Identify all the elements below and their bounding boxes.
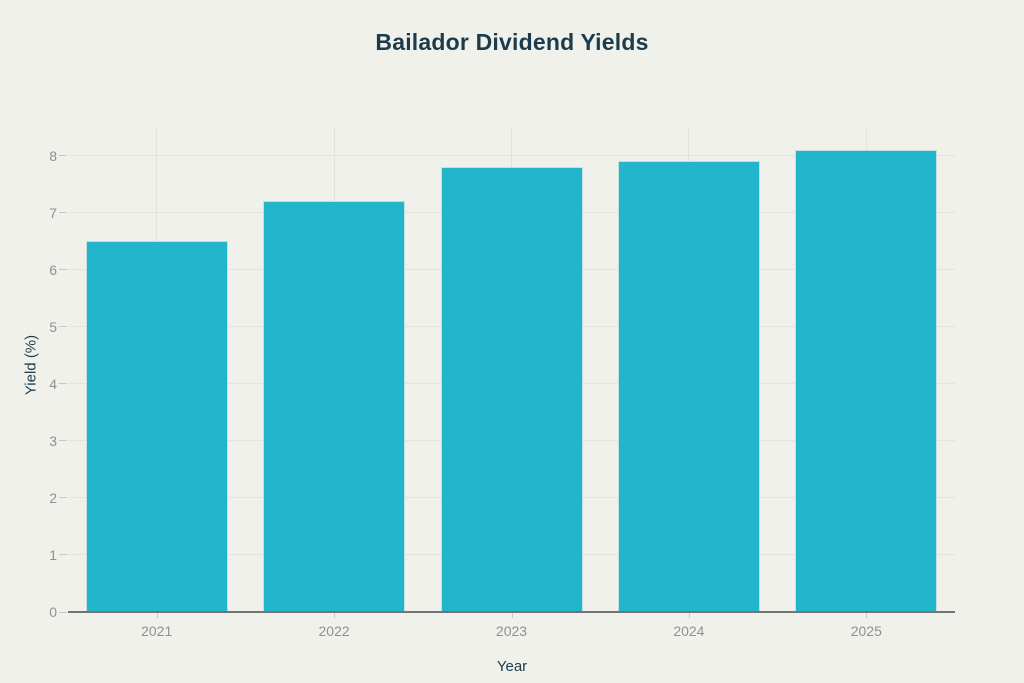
y-tick-mark-8 — [59, 155, 67, 157]
y-tick-label-3: 3 — [49, 432, 57, 449]
bar-2021 — [85, 241, 228, 612]
x-tick-mark-2024 — [688, 613, 690, 618]
x-tick-label-2021: 2021 — [141, 623, 173, 639]
y-axis-title: Yield (%) — [22, 334, 40, 396]
x-tick-label-2025: 2025 — [850, 623, 882, 639]
bar-2023 — [440, 166, 583, 612]
x-tick-mark-2023 — [511, 613, 513, 618]
y-tick-mark-7 — [59, 212, 67, 214]
y-tick-label-7: 7 — [49, 204, 57, 221]
y-tick-label-8: 8 — [49, 147, 57, 164]
bar-2024 — [617, 161, 760, 612]
y-tick-label-5: 5 — [49, 318, 57, 335]
y-tick-mark-2 — [59, 497, 67, 499]
chart-title: Bailador Dividend Yields — [375, 29, 649, 55]
y-tick-label-1: 1 — [49, 546, 57, 563]
y-tick-mark-3 — [59, 440, 67, 442]
bar-2025 — [795, 149, 938, 612]
x-axis-title: Year — [496, 658, 528, 675]
y-tick-label-6: 6 — [49, 261, 57, 278]
x-axis-line — [68, 611, 955, 613]
y-tick-mark-6 — [59, 269, 67, 271]
x-tick-mark-2022 — [334, 613, 336, 618]
x-tick-label-2024: 2024 — [673, 623, 705, 639]
x-tick-label-2023: 2023 — [495, 623, 528, 639]
y-tick-label-0: 0 — [49, 604, 57, 620]
y-tick-mark-0 — [59, 611, 67, 613]
x-tick-mark-2021 — [156, 613, 158, 618]
y-tick-label-4: 4 — [49, 375, 57, 392]
y-tick-mark-5 — [59, 326, 67, 328]
y-tick-label-2: 2 — [49, 489, 57, 506]
bar-2022 — [263, 201, 406, 612]
y-tick-mark-4 — [59, 383, 67, 385]
x-tick-label-2022: 2022 — [318, 623, 350, 639]
y-tick-mark-1 — [59, 554, 67, 556]
x-tick-mark-2025 — [866, 613, 868, 618]
